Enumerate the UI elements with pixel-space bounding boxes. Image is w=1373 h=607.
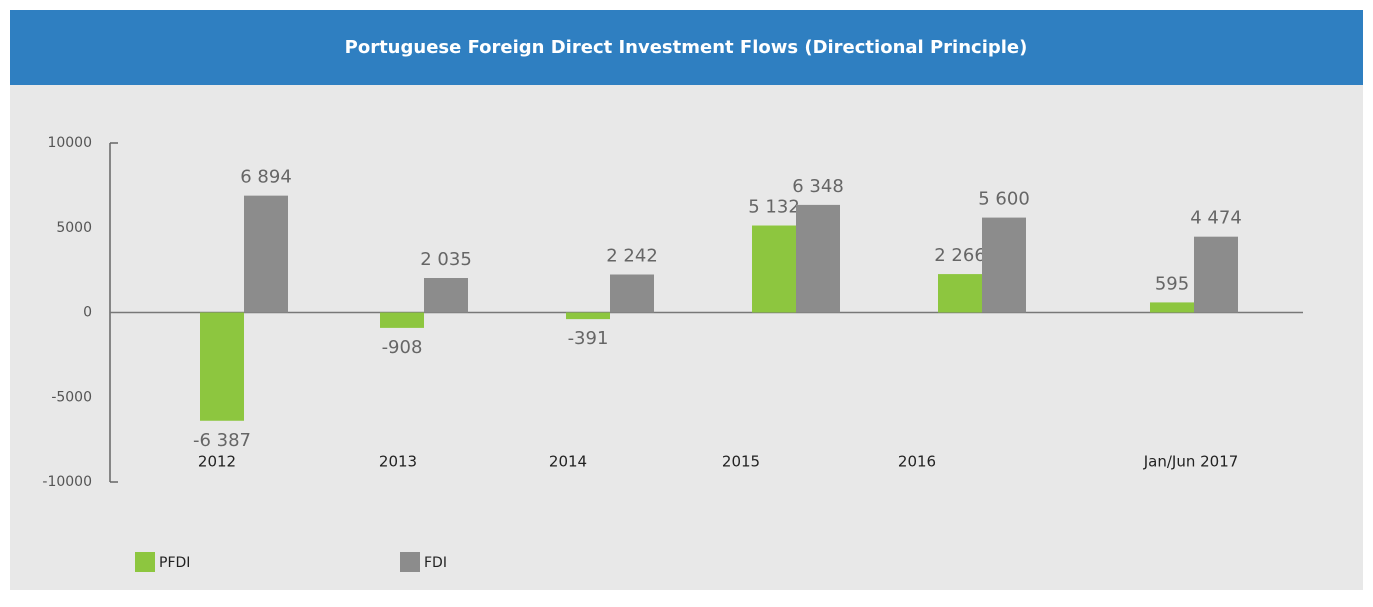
value-label: 2 242 [606, 245, 658, 266]
value-label: 5 132 [748, 197, 800, 218]
plot-background [10, 10, 1363, 590]
bar [200, 312, 244, 421]
x-tick-label: 2012 [198, 453, 236, 471]
value-label: 6 894 [240, 167, 292, 188]
value-label: 2 035 [420, 249, 472, 270]
value-label: 4 474 [1190, 208, 1242, 229]
bar [380, 312, 424, 328]
x-tick-label: 2015 [722, 453, 760, 471]
legend-label: FDI [424, 555, 447, 571]
y-tick-label: -10000 [42, 474, 92, 490]
chart-title: Portuguese Foreign Direct Investment Flo… [345, 37, 1028, 58]
x-tick-label: 2016 [898, 453, 936, 471]
bar [1150, 302, 1194, 313]
legend-label: PFDI [159, 555, 190, 571]
x-tick-label: Jan/Jun 2017 [1143, 453, 1239, 471]
bar [566, 312, 610, 320]
x-tick-label: 2014 [549, 453, 587, 471]
legend-swatch [400, 552, 420, 572]
bar [244, 195, 288, 313]
value-label: -391 [568, 328, 609, 349]
bar [752, 225, 796, 313]
legend-swatch [135, 552, 155, 572]
value-label: -6 387 [193, 430, 251, 451]
y-tick-label: 10000 [47, 135, 92, 151]
x-tick-label: 2013 [379, 453, 417, 471]
bar [610, 274, 654, 313]
bar [796, 204, 840, 313]
title-band [10, 10, 1363, 85]
bar [982, 217, 1026, 313]
bar [1194, 236, 1238, 313]
value-label: 2 266 [934, 245, 986, 266]
bar [938, 274, 982, 313]
y-tick-label: -5000 [51, 389, 92, 405]
value-label: -908 [382, 337, 423, 358]
y-tick-label: 5000 [56, 220, 92, 236]
y-tick-label: 0 [83, 305, 92, 321]
bar [424, 278, 468, 313]
value-label: 5 600 [978, 189, 1030, 210]
value-label: 595 [1155, 273, 1189, 294]
value-label: 6 348 [792, 176, 844, 197]
